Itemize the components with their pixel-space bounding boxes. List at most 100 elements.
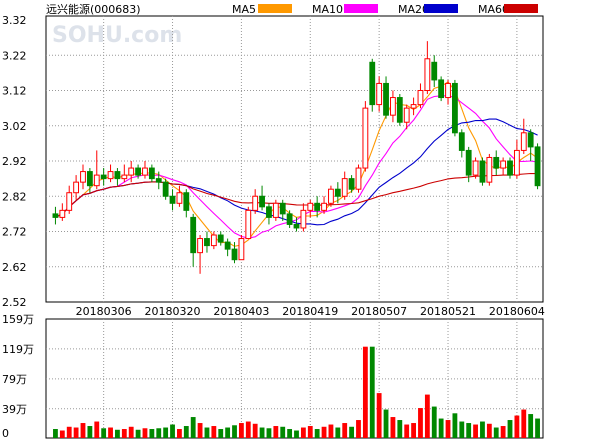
candle-body	[410, 104, 417, 109]
candle	[176, 185, 183, 207]
candle-body	[390, 97, 396, 116]
volume-bar	[480, 421, 485, 438]
candle-body	[52, 213, 59, 218]
candle	[217, 231, 224, 246]
legend-ma5-swatch	[258, 4, 292, 13]
candle-body	[286, 213, 293, 225]
candle-body	[334, 188, 341, 197]
candle	[231, 242, 238, 264]
volume-bar	[452, 413, 458, 438]
candle	[438, 76, 445, 102]
volume-bar	[190, 417, 196, 438]
candle-body	[376, 82, 383, 106]
candle-body	[204, 238, 210, 247]
candle-body	[300, 209, 307, 229]
price-panel-frame	[45, 15, 544, 303]
candle	[128, 161, 135, 183]
price-tick-label: 2.82	[2, 190, 27, 203]
candle	[328, 185, 334, 207]
legend-ma10-label: MA10	[312, 3, 343, 16]
volume-bar	[328, 424, 334, 438]
candle-body	[176, 192, 183, 204]
candle	[73, 175, 80, 200]
volume-bar	[218, 429, 224, 438]
volume-bar	[445, 420, 451, 438]
volume-bar	[424, 394, 430, 438]
volume-bar	[376, 393, 382, 438]
volume-bar	[163, 427, 169, 438]
candle	[376, 76, 383, 112]
candle	[142, 161, 148, 179]
volume-bar	[342, 423, 348, 438]
volume-bar	[356, 420, 361, 438]
candle	[534, 143, 541, 190]
candle	[148, 164, 155, 183]
candle	[362, 101, 369, 172]
candle-body	[224, 241, 231, 250]
candle	[513, 139, 520, 179]
candle	[507, 157, 513, 179]
candle-body	[341, 178, 348, 197]
volume-bar	[80, 423, 86, 438]
volume-bar	[101, 428, 107, 438]
candle-body	[59, 209, 66, 218]
candle	[162, 178, 169, 200]
date-tick-label: 20180320	[145, 305, 201, 318]
volume-bar	[259, 427, 265, 438]
volume-bar	[115, 429, 120, 438]
candle-body	[438, 79, 445, 99]
volume-bar	[211, 426, 217, 438]
volume-bar	[459, 421, 465, 438]
volume-bar	[390, 417, 396, 438]
price-tick-label: 3.02	[2, 120, 27, 133]
candle	[403, 104, 410, 130]
legend-ma10-swatch	[344, 4, 378, 13]
volume-bar	[431, 406, 437, 438]
date-tick-label: 20180419	[282, 305, 338, 318]
candle-body	[155, 178, 162, 183]
date-tick-label: 20180521	[420, 305, 476, 318]
candle	[210, 231, 217, 250]
candle	[520, 118, 527, 154]
candle	[169, 189, 176, 211]
candle	[451, 79, 458, 137]
candle-body	[148, 167, 155, 180]
volume-bar	[507, 420, 513, 438]
volume-bar	[142, 428, 148, 438]
candle	[80, 164, 86, 190]
volume-bar	[362, 346, 368, 438]
candle-body	[183, 192, 190, 211]
candle	[286, 210, 293, 228]
candle	[114, 168, 121, 186]
candle-body	[520, 132, 527, 151]
candle	[465, 146, 472, 183]
candle	[410, 97, 417, 116]
candle	[500, 157, 507, 176]
candle-body	[86, 171, 93, 187]
candle-body	[424, 58, 431, 92]
candlesticks	[52, 41, 541, 274]
volume-bar	[225, 427, 231, 438]
volume-bar	[177, 429, 182, 438]
candle	[486, 153, 493, 186]
candle	[307, 199, 314, 218]
candle	[197, 235, 203, 274]
date-tick-label: 20180507	[351, 305, 407, 318]
candle-body	[128, 167, 135, 176]
price-tick-label: 2.62	[2, 261, 27, 274]
candle-body	[142, 167, 148, 176]
price-grid	[46, 16, 543, 302]
price-tick-label: 2.72	[2, 226, 27, 239]
volume-bar	[128, 426, 134, 438]
candle	[66, 185, 73, 214]
candle-body	[451, 82, 458, 134]
legend-ma20-label: MA20	[398, 3, 429, 16]
candle-body	[493, 156, 500, 169]
candle	[348, 175, 355, 193]
candle-body	[238, 238, 245, 261]
candle	[59, 203, 66, 221]
candle	[383, 76, 389, 119]
candle-body	[383, 82, 389, 116]
watermark: SOHU.com	[52, 23, 182, 48]
